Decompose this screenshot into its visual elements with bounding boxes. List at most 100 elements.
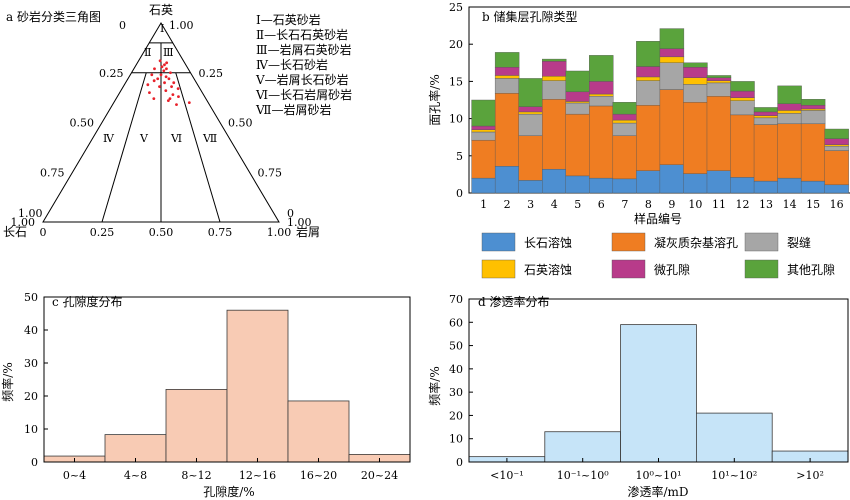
x-tick-label: 13 [759,198,773,211]
sample-point [168,97,172,101]
apex-label-feldspar: 长石 [3,225,27,239]
zone-label: Ⅴ [139,132,149,145]
apex-label-quartz: 石英 [149,3,173,17]
legend-item: Ⅶ—岩屑砂岩 [255,102,332,117]
y-tick-label: 50 [449,340,463,353]
bar-segment [777,85,802,104]
bar-segment [753,180,779,194]
boundary-ratio [101,72,147,223]
sample-point [152,79,156,83]
bar-segment [730,81,755,92]
bar-segment [589,177,614,194]
bar-segment [753,115,779,119]
bar-segment [612,178,638,194]
x-tick-label: >10² [796,469,824,482]
y-tick-label: 10 [449,433,463,446]
ternary-points [146,59,191,106]
bar-segment [589,96,614,107]
bar-segment [824,145,849,151]
legend-label: 长石溶蚀 [524,235,572,250]
bar-segment [518,106,543,113]
legend-swatch [481,259,516,279]
bar-segment [565,175,590,194]
y-tick-label: 5 [456,150,463,163]
histogram: 0 10 20 30 40 50 60 70 <10⁻¹ 10⁻¹~10⁰ 10⁰~10¹ 10¹~1… [449,293,849,482]
sample-point [171,93,175,97]
bar-segment [612,122,638,136]
x-tick-label: 10¹~10² [711,469,757,482]
x-axis-label: 孔隙度/% [203,484,254,499]
bar-segment [683,62,708,68]
bar-segment [518,113,543,136]
bar-segment [777,177,802,194]
bar-segment [706,170,732,194]
x-tick-label: 7 [621,198,628,211]
sample-point [169,71,172,75]
bar-segment [612,135,638,180]
tick-label: 1.00 [169,19,194,32]
bar-segment [730,177,755,194]
bar-segment [636,41,661,67]
x-tick-label: 8 [645,198,652,211]
tick-label: 0 [287,207,294,220]
histogram-bar [695,412,773,463]
x-tick-label: 3 [527,198,534,211]
sample-point [165,61,169,65]
tick-label: 1.00 [287,216,312,229]
histogram-bar [226,309,289,463]
histogram: 0 10 20 30 40 50 0~4 4~8 8~12 12~16 16~20 20~24 [24,291,411,482]
bar-segment [518,180,543,194]
bar-segment [683,102,708,174]
bar-segment [753,117,779,125]
x-tick-label: 14 [783,198,797,211]
bar-segment [636,170,661,194]
sample-point [159,73,163,77]
bar-segment [777,103,802,111]
sample-point [187,101,191,104]
legend-swatch [611,232,646,252]
bar-segment [753,107,779,113]
x-tick-label: 0~4 [63,469,86,482]
sample-point [164,75,168,79]
x-axis-label: 样品编号 [634,211,682,226]
bar-segment [471,125,496,130]
bar-segment [659,89,685,165]
histogram-bar [165,389,228,463]
bar-segment [824,138,849,145]
sample-point [163,81,166,85]
apex-label-lithic: 岩屑 [296,224,320,239]
x-tick-label: 15 [806,198,820,211]
bar-segment [471,177,496,194]
bar-segment [659,164,685,194]
sample-point [150,73,154,77]
bar-segment [589,93,614,97]
sample-point [158,85,161,89]
sample-point [167,77,171,81]
bar-segment [730,90,755,98]
bar-segment [636,76,661,81]
legend-item: Ⅳ—长石砂岩 [256,57,328,72]
histogram-bar [544,431,622,463]
legend-item: Ⅰ—石英砂岩 [256,12,321,27]
tick-label: 0.25 [199,67,224,80]
y-tick-label: 0 [456,456,463,469]
bar-segment [730,114,755,178]
x-tick-label: 5 [574,198,581,211]
x-tick-label: 10⁰~10¹ [635,469,681,482]
sample-point [170,85,173,89]
bar-segment [612,113,638,121]
bar-segment [589,81,614,95]
boundary-ratio [175,72,221,223]
sample-point [164,89,168,93]
zone-labels: Ⅰ Ⅱ Ⅲ Ⅳ Ⅴ Ⅵ Ⅶ [103,22,217,145]
bar-segment [706,77,732,81]
y-tick-label: 0 [31,456,38,469]
tick-label: 1.00 [18,207,43,220]
legend-item: Ⅱ—长石石英砂岩 [256,27,348,42]
zone-label: Ⅵ [170,132,182,145]
y-tick-label: 20 [449,38,463,51]
legend-label: 凝灰质杂基溶孔 [654,235,738,250]
bar-segment [565,91,590,102]
